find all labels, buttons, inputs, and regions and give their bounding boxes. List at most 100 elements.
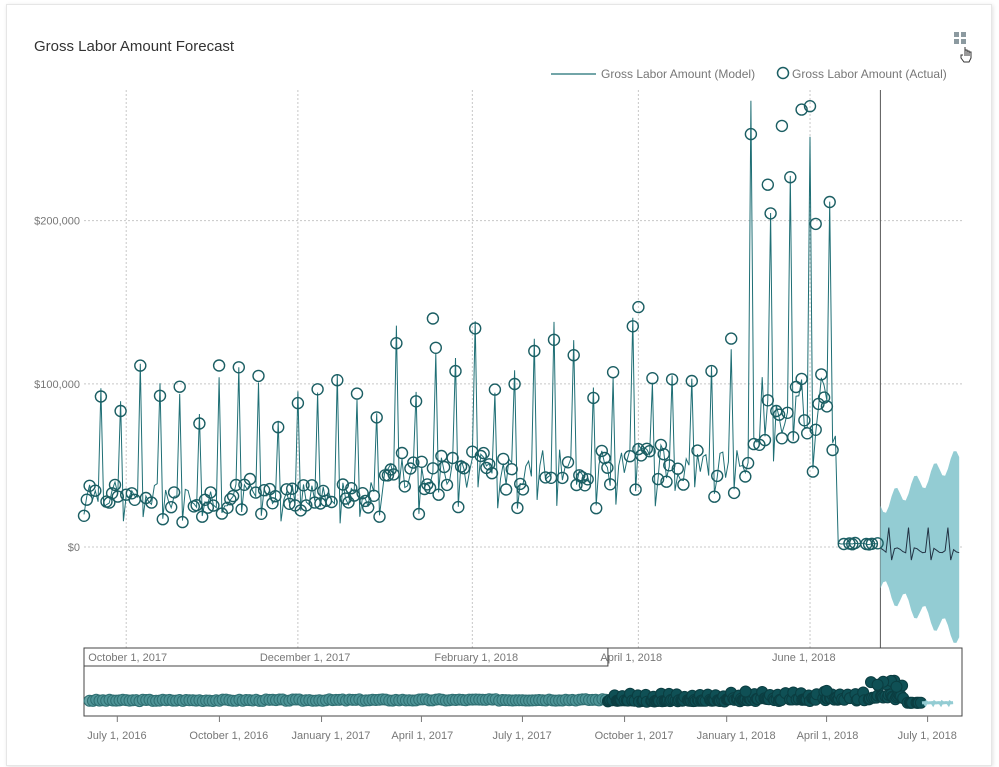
actual-point	[452, 500, 465, 514]
actual-point	[362, 501, 375, 514]
actual-point	[677, 478, 690, 491]
confidence-band	[880, 451, 960, 643]
actual-point	[224, 493, 237, 506]
actual-point	[685, 374, 698, 388]
actual-point	[761, 178, 774, 191]
overview-point	[820, 684, 833, 697]
legend: Gross Labor Amount (Model) Gross Labor A…	[551, 66, 947, 81]
overview-point	[890, 680, 903, 693]
actual-point	[581, 473, 594, 486]
overview-point	[739, 685, 752, 698]
overview-point	[871, 678, 884, 691]
actual-point	[764, 207, 777, 220]
actual-point	[795, 103, 808, 116]
actual-point	[446, 451, 459, 465]
actual-point	[390, 337, 403, 350]
actual-point	[784, 170, 797, 184]
actual-point	[387, 468, 400, 481]
actual-point	[604, 478, 617, 491]
actual-point	[457, 462, 471, 475]
actual-point	[331, 374, 344, 387]
y-tick-label: $200,000	[34, 216, 80, 228]
overview-tick-label: October 1, 2017	[595, 730, 674, 742]
actual-point	[660, 475, 673, 488]
actual-point	[820, 400, 834, 413]
actual-point	[319, 494, 333, 507]
actual-point	[114, 404, 127, 418]
actual-point	[629, 483, 642, 496]
actual-point	[421, 478, 434, 491]
actual-point	[483, 458, 496, 471]
forecast-series-line	[880, 527, 960, 561]
actual-point	[454, 460, 468, 473]
model-series-line	[83, 100, 878, 546]
actual-point	[744, 127, 758, 141]
actual-point	[725, 332, 738, 345]
actual-point	[153, 389, 167, 402]
actual-point	[595, 444, 608, 458]
actual-point	[781, 406, 794, 419]
actual-point	[601, 461, 614, 474]
actual-point	[823, 195, 836, 209]
actual-point	[547, 333, 561, 346]
actual-point	[111, 490, 125, 503]
actual-point	[373, 510, 386, 523]
actual-point	[499, 483, 513, 496]
actual-point	[255, 507, 268, 520]
legend-actual-swatch	[776, 66, 790, 80]
x-tick-label: February 1, 2018	[434, 652, 518, 664]
actual-point	[232, 361, 246, 374]
actual-point	[432, 488, 445, 501]
actual-point	[398, 480, 411, 493]
actual-point	[286, 482, 299, 495]
actual-point	[89, 484, 102, 497]
actual-point	[646, 372, 659, 385]
model-line	[83, 100, 960, 561]
actual-point	[803, 99, 817, 113]
actual-point	[252, 369, 265, 383]
actual-point	[575, 471, 589, 484]
actual-point	[485, 467, 499, 480]
actual-point	[173, 380, 186, 393]
actual-point	[167, 486, 181, 499]
overview-tick-label: April 1, 2017	[391, 730, 453, 742]
actual-point	[272, 421, 285, 434]
actual-point	[266, 497, 279, 510]
actual-point	[94, 390, 108, 403]
collapse-button[interactable]	[950, 30, 980, 66]
actual-point	[606, 366, 620, 379]
overview-tick-label: July 1, 2016	[87, 730, 146, 742]
actual-point	[539, 471, 552, 484]
actual-point	[207, 499, 220, 512]
actual-point	[325, 495, 338, 509]
actual-point	[865, 537, 879, 550]
actual-point	[871, 537, 884, 550]
actual-point	[505, 463, 518, 476]
actual-point	[772, 408, 786, 421]
actual-point	[164, 501, 178, 514]
actual-point	[77, 509, 91, 522]
actual-point	[663, 459, 676, 472]
actual-point	[469, 322, 482, 335]
actual-point	[440, 478, 454, 492]
actual-point	[221, 501, 234, 514]
actual-point	[269, 490, 282, 503]
x-axis-labels: October 1, 2017 December 1, 2017 February …	[87, 652, 957, 742]
actual-point	[775, 119, 789, 133]
actual-point	[395, 446, 409, 460]
overview-navigator[interactable]	[83, 647, 963, 722]
legend-model-label: Gross Labor Amount (Model)	[601, 67, 755, 81]
actual-point	[787, 431, 800, 444]
actual-point	[300, 499, 313, 512]
actual-point	[305, 479, 319, 492]
overview-tick-label: April 1, 2018	[797, 730, 859, 742]
actual-point	[423, 481, 437, 495]
actual-point	[632, 300, 645, 314]
actual-point	[226, 489, 240, 503]
actual-point	[103, 496, 116, 509]
actual-point	[449, 364, 462, 378]
actual-point	[705, 364, 718, 378]
actual-point	[426, 312, 440, 325]
actual-point	[370, 411, 383, 424]
